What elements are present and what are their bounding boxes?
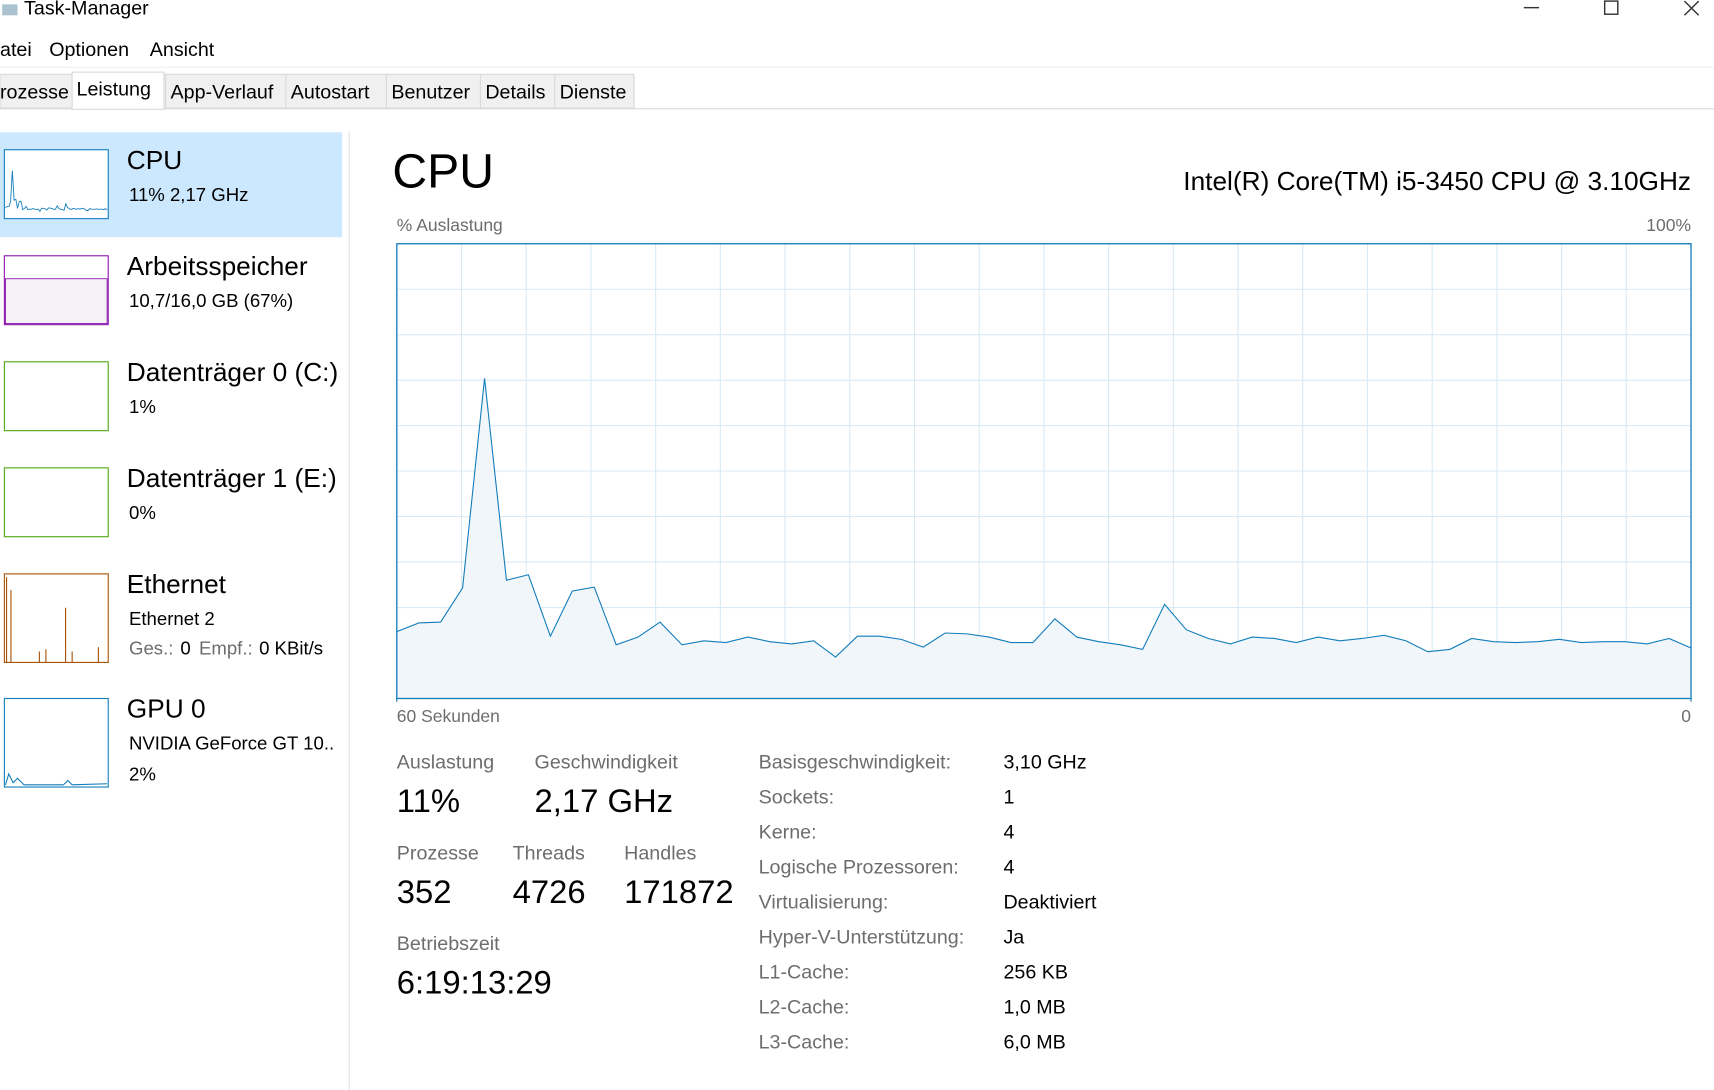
x-tick-label: 60 Sekunden [396, 707, 500, 727]
tab[interactable]: Dienste [559, 81, 627, 103]
detail-value: 1 [1003, 786, 1015, 809]
sidebar-title[interactable]: Ethernet [126, 570, 226, 600]
menu-separator [0, 66, 1714, 68]
sidebar-detail: 11% 2,17 GHz [128, 184, 249, 206]
disk0-thumb [3, 361, 109, 432]
cpu-thumb-line [5, 170, 108, 213]
detail-value: 256 KB [1003, 961, 1069, 983]
stat-label: Threads [512, 841, 585, 864]
detail-label: Kerne: [758, 821, 817, 844]
sidebar-title[interactable]: Arbeitsspeicher [126, 252, 308, 282]
stat-value: 171872 [624, 874, 734, 911]
sidebar-detail: 2% [128, 763, 156, 785]
sidebar-title[interactable]: Datenträger 0 (C:) [126, 358, 339, 388]
ethernet-spikes [6, 577, 99, 663]
cpu-area [396, 378, 1692, 699]
tab-baseline [0, 108, 1714, 110]
maximize[interactable] [1603, 0, 1619, 15]
detail-value: Deaktiviert [1003, 891, 1097, 913]
gpu-thumb [3, 697, 109, 788]
menu-item[interactable]: atei [0, 38, 32, 61]
detail-value: Ja [1003, 926, 1025, 948]
app-icon [2, 4, 18, 16]
rate-value: 0 [180, 638, 191, 659]
stat-label: Geschwindigkeit [534, 751, 678, 774]
y-tick-label: 100% [1646, 216, 1692, 236]
stat-label: Prozesse [396, 841, 479, 864]
menu-item[interactable]: Ansicht [149, 38, 215, 61]
detail-value: 1,0 MB [1003, 996, 1066, 1018]
sidebar-title[interactable]: GPU 0 [126, 694, 206, 725]
stat-value: 2,17 GHz [534, 783, 674, 820]
tab[interactable]: Benutzer [391, 81, 471, 103]
heading: CPU [392, 144, 494, 199]
detail-label: L2-Cache: [758, 996, 850, 1018]
stat-value: 4726 [512, 874, 586, 911]
tab[interactable]: App-Verlauf [170, 81, 274, 103]
rate-value: 0 KBit/s [259, 638, 324, 659]
tab-separator [285, 74, 287, 109]
tab[interactable]: Details [485, 81, 546, 103]
tab-separator [385, 74, 387, 109]
detail-label: Basisgeschwindigkeit: [758, 751, 952, 774]
sidebar-detail: Ethernet 2 [128, 608, 215, 630]
sidebar-detail: 1% [128, 396, 156, 418]
sidebar-title[interactable]: Datenträger 1 (E:) [126, 464, 337, 494]
stat-label: Betriebszeit [396, 932, 500, 955]
tab-separator [554, 74, 556, 109]
detail-label: Sockets: [758, 786, 835, 809]
detail-value: 3,10 GHz [1003, 751, 1087, 774]
memory-fill [5, 278, 108, 324]
active-tab [71, 71, 165, 110]
tab[interactable]: Leistung [76, 77, 151, 100]
tab-separator [479, 74, 481, 109]
tab[interactable]: rozesse [0, 81, 69, 103]
tab[interactable]: Autostart [290, 81, 370, 103]
sidebar-title[interactable]: CPU [126, 146, 183, 176]
rate-label: Ges.: [128, 638, 174, 659]
plot-border [396, 243, 1692, 700]
detail-value: 4 [1003, 856, 1015, 878]
detail-label: Logische Prozessoren: [758, 856, 959, 878]
detail-label: L1-Cache: [758, 961, 850, 983]
stat-value: 6:19:13:29 [396, 965, 552, 1002]
stat-value: 11% [396, 783, 461, 820]
detail-value: 4 [1003, 821, 1015, 844]
sidebar-detail: NVIDIA GeForce GT 10.. [128, 733, 335, 755]
gpu-line [4, 772, 108, 786]
rate-label: Empf.: [198, 638, 253, 659]
sidebar-detail: 0% [128, 502, 156, 524]
divider [348, 131, 350, 1090]
detail-label: Virtualisierung: [758, 891, 889, 913]
menu-item[interactable]: Optionen [49, 38, 130, 61]
ethernet-thumb [3, 573, 109, 663]
detail-label: Hyper-V-Unterstützung: [758, 926, 965, 948]
stat-label: Handles [624, 841, 697, 864]
window-title: Task-Manager [24, 0, 149, 19]
y-axis-label: % Auslastung [396, 216, 503, 236]
detail-label: L3-Cache: [758, 1031, 850, 1053]
stat-label: Auslastung [396, 751, 495, 774]
tab-separator [165, 74, 167, 109]
cpu-model: Intel(R) Core(TM) i5-3450 CPU @ 3.10GHz [1183, 166, 1692, 197]
sidebar-detail: 10,7/16,0 GB (67%) [128, 290, 294, 312]
cpu-line [396, 378, 1692, 658]
x-tick-label: 0 [1681, 707, 1692, 727]
detail-value: 6,0 MB [1003, 1031, 1066, 1053]
window-controls [1523, 0, 1700, 16]
stat-value: 352 [396, 874, 452, 911]
disk1-thumb [3, 467, 109, 538]
close[interactable] [1683, 0, 1700, 16]
